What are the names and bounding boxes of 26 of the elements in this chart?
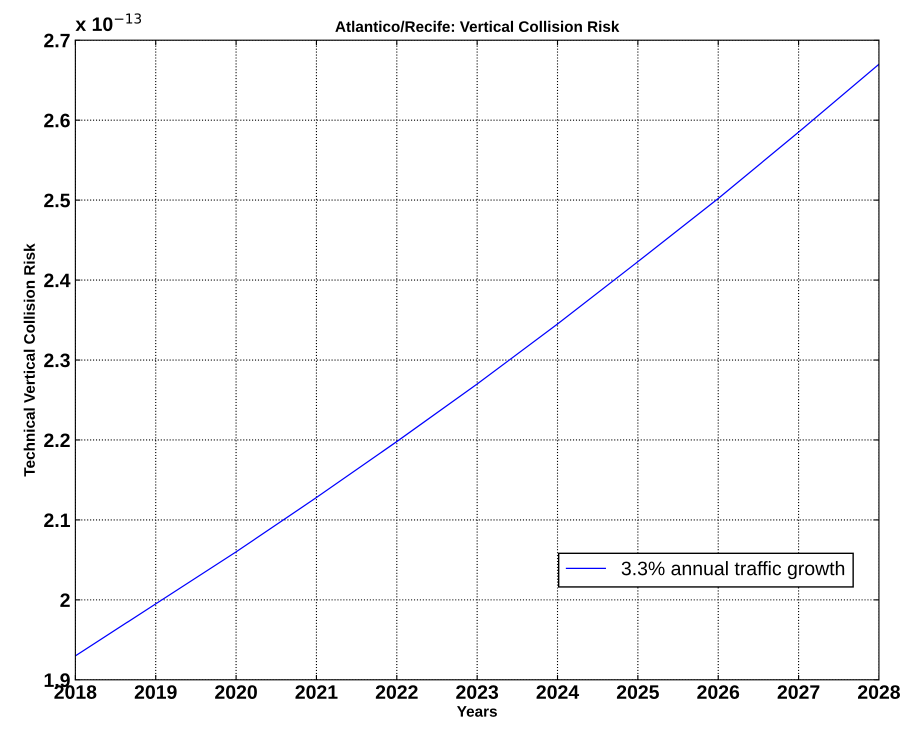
x-tick-label: 2022 [376, 685, 418, 699]
y-tick-label: 2.4 [44, 274, 70, 288]
y-tick-label: 2.5 [44, 194, 70, 208]
x-tick-label: 2025 [616, 685, 659, 699]
x-tick-label: 2026 [697, 685, 740, 699]
y-tick-label: 2 [60, 593, 70, 607]
x-tick-label: 2021 [295, 685, 338, 699]
y-tick-label: 2.7 [44, 34, 70, 48]
legend-label: 3.3% annual traffic growth [622, 561, 844, 580]
y-tick-label: 2.3 [44, 353, 70, 368]
x-tick-label: 2028 [858, 685, 900, 699]
text: x 10$^{−13}$ [76, 13, 142, 32]
y-tick-label: 1.9 [44, 673, 70, 688]
line-series [75, 64, 879, 656]
x-tick-label: 2023 [456, 685, 498, 699]
y-tick-label: 2.6 [44, 114, 70, 128]
x-tick-label: 2018 [54, 685, 96, 699]
y-tick-label: 2.2 [44, 433, 70, 448]
x-tick-label: 2019 [134, 685, 177, 699]
y-axis-title: Technical Vertical Collision Risk [24, 243, 35, 476]
chart-title: Atlantico/Recife: Vertical Collision Risk [335, 20, 620, 32]
x-tick-label: 2027 [778, 685, 820, 699]
x-tick-label: 2024 [536, 685, 580, 699]
y-tick-label: 2.1 [44, 513, 70, 527]
x-axis-title: Years [457, 706, 497, 717]
x-tick-label: 2020 [215, 685, 257, 699]
